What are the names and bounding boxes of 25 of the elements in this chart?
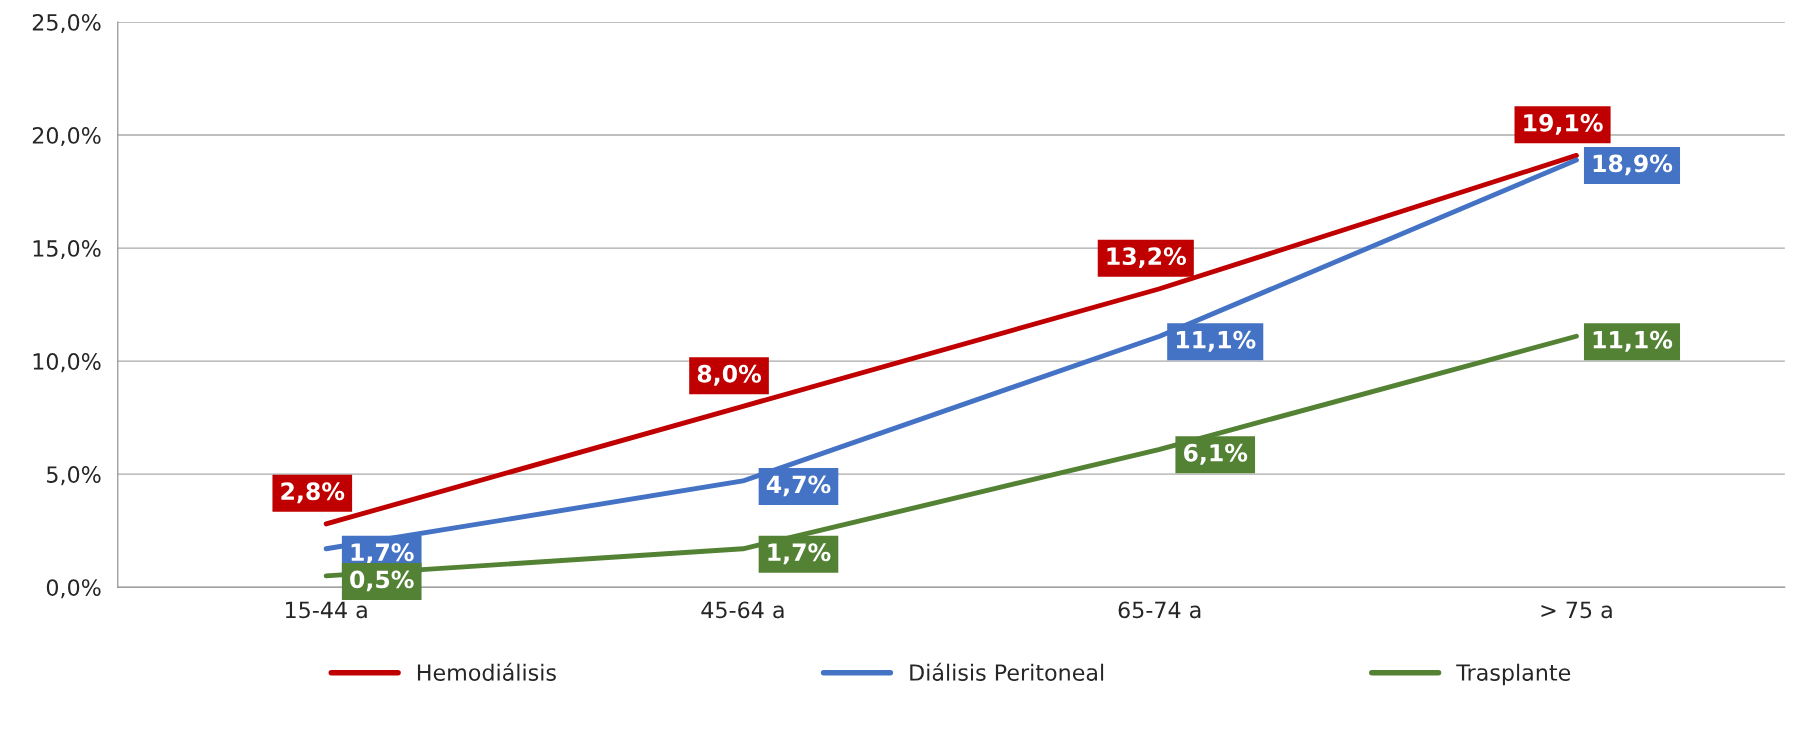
data-label: 2,8% — [281, 482, 345, 504]
data-label: 19,1% — [1524, 113, 1603, 135]
x-tick-label: 65-74 a — [1118, 601, 1201, 619]
x-tick-label: 15-44 a — [285, 601, 367, 619]
data-label: 6,1% — [1183, 443, 1248, 465]
x-tick-label: > 75 a — [1541, 601, 1612, 619]
data-label: 4,7% — [766, 475, 831, 497]
data-label: 11,1% — [1593, 330, 1673, 352]
y-tick-label: 0,0% — [46, 579, 101, 599]
y-tick-label: 15,0% — [33, 240, 101, 260]
data-label: 11,1% — [1176, 330, 1256, 352]
data-label: 1,7% — [351, 543, 414, 565]
y-tick-label: 10,0% — [33, 353, 101, 373]
y-tick-label: 5,0% — [47, 466, 101, 486]
y-tick-label: 20,0% — [32, 127, 101, 147]
data-label: 8,0% — [697, 364, 762, 386]
y-tick-label: 25,0% — [32, 13, 101, 34]
data-label: 0,5% — [350, 570, 414, 592]
data-label: 13,2% — [1107, 247, 1186, 269]
data-label: 1,7% — [768, 543, 831, 565]
legend-label: Diálisis Peritoneal — [910, 662, 1104, 681]
data-label: 18,9% — [1593, 154, 1673, 176]
legend-label: Hemodiálisis — [417, 662, 556, 681]
x-tick-label: 45-64 a — [701, 601, 784, 619]
legend-label: Trasplante — [1456, 663, 1571, 686]
